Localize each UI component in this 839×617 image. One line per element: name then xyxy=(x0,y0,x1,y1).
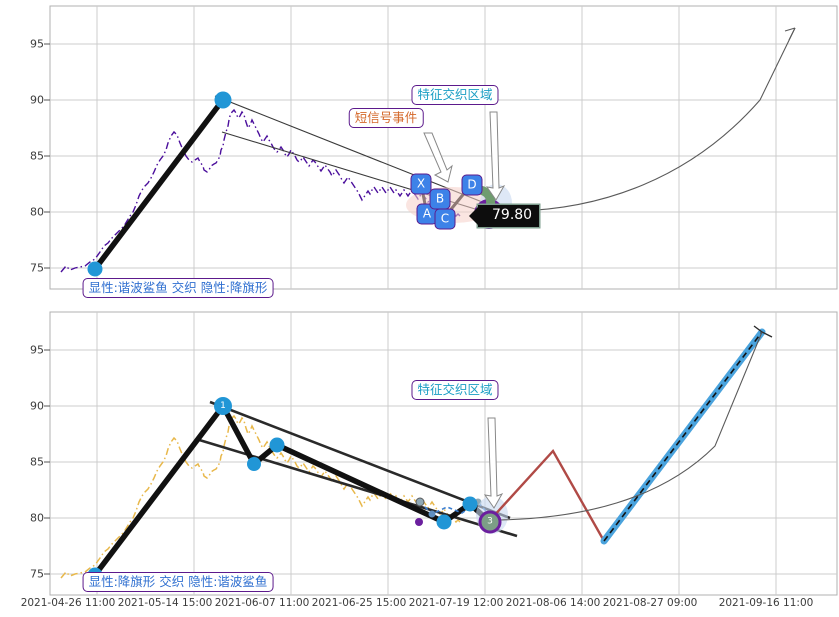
bottom-guide-curve xyxy=(499,331,763,521)
bottom-forecast-trend-dash xyxy=(603,331,763,542)
price-tooltip: 79.80 xyxy=(478,205,540,227)
bottom-grid-vertical xyxy=(96,312,777,595)
top-pattern-annotation[interactable]: 显性:谐波鲨鱼 交织 隐性:降旗形 xyxy=(82,278,274,298)
top-signal-leader-arrow xyxy=(423,132,453,183)
bottom-chart-panel: 95 90 85 80 75 1 3 显性:降旗形 交织 隐性:谐波鲨鱼 特征交… xyxy=(0,306,839,617)
xtick-label: 2021-04-26 11:00 xyxy=(20,597,116,609)
bottom-ytick-label: 85 xyxy=(30,455,44,469)
bottom-target-marker[interactable]: 3 xyxy=(478,510,502,534)
top-ytick-label: 80 xyxy=(30,205,44,219)
top-forecast-curve xyxy=(516,27,796,212)
xtick-label: 2021-08-06 14:00 xyxy=(505,597,601,609)
bottom-yaxis: 95 90 85 80 75 xyxy=(0,306,44,617)
top-chart-panel: 95 90 85 80 75 X A B C D 79.80 显性:谐波鲨鱼 交… xyxy=(0,0,839,305)
bottom-swing-marker xyxy=(436,514,452,530)
bottom-ytick-label: 90 xyxy=(30,399,44,413)
top-yaxis: 95 90 85 80 75 xyxy=(0,0,44,305)
top-pattern-leg-main xyxy=(92,98,225,272)
top-zone-annotation[interactable]: 特征交织区域 xyxy=(411,85,499,105)
pattern-point-x[interactable]: X xyxy=(410,173,432,195)
bottom-swing-marker xyxy=(269,437,285,453)
bottom-swing-marker xyxy=(247,457,261,471)
top-signal-annotation[interactable]: 短信号事件 xyxy=(348,108,424,128)
pattern-point-c[interactable]: C xyxy=(434,208,456,230)
bottom-zone-annotation[interactable]: 特征交织区域 xyxy=(411,380,499,400)
top-zone-leader-arrow xyxy=(485,111,506,201)
top-forecast-arrowhead xyxy=(784,27,796,41)
bottom-ytick-label: 80 xyxy=(30,511,44,525)
bottom-forecast-zigzag xyxy=(491,448,606,542)
top-swing-marker xyxy=(87,261,103,277)
bottom-chart-plot xyxy=(44,311,838,596)
pattern-point-b[interactable]: B xyxy=(429,188,451,210)
bottom-ytick-label: 75 xyxy=(30,567,44,581)
xtick-label: 2021-05-14 15:00 xyxy=(117,597,213,609)
bottom-swing-number: 1 xyxy=(220,401,226,411)
top-ytick-label: 90 xyxy=(30,93,44,107)
bottom-swing-marker xyxy=(462,496,478,512)
bottom-zone-leader-arrow xyxy=(483,417,504,509)
bottom-ytick-marks xyxy=(44,349,50,575)
top-price-line xyxy=(60,108,461,273)
xtick-label: 2021-08-27 09:00 xyxy=(602,597,698,609)
bottom-swing-marker xyxy=(214,397,232,415)
xtick-label: 2021-06-25 15:00 xyxy=(311,597,407,609)
xtick-label: 2021-06-07 11:00 xyxy=(214,597,310,609)
bottom-price-line xyxy=(60,414,461,579)
bottom-forecast-arrowhead xyxy=(753,325,773,338)
top-chart-plot xyxy=(44,5,838,290)
top-swing-marker xyxy=(214,91,232,109)
bottom-pattern-annotation[interactable]: 显性:降旗形 交织 隐性:谐波鲨鱼 xyxy=(82,572,274,592)
bottom-small-purple-dot xyxy=(415,518,423,526)
bottom-channel-upper xyxy=(209,400,511,520)
xtick-label: 2021-07-19 12:00 xyxy=(408,597,504,609)
top-ytick-label: 85 xyxy=(30,149,44,163)
xtick-label: 2021-09-16 11:00 xyxy=(718,597,814,609)
top-ytick-label: 75 xyxy=(30,261,44,275)
top-grid-vertical xyxy=(96,6,777,289)
top-ytick-marks xyxy=(44,43,50,269)
top-ytick-label: 95 xyxy=(30,37,44,51)
pattern-point-d[interactable]: D xyxy=(461,174,483,196)
bottom-ytick-label: 95 xyxy=(30,343,44,357)
xaxis: 2021-04-26 11:00 2021-05-14 15:00 2021-0… xyxy=(0,595,839,617)
